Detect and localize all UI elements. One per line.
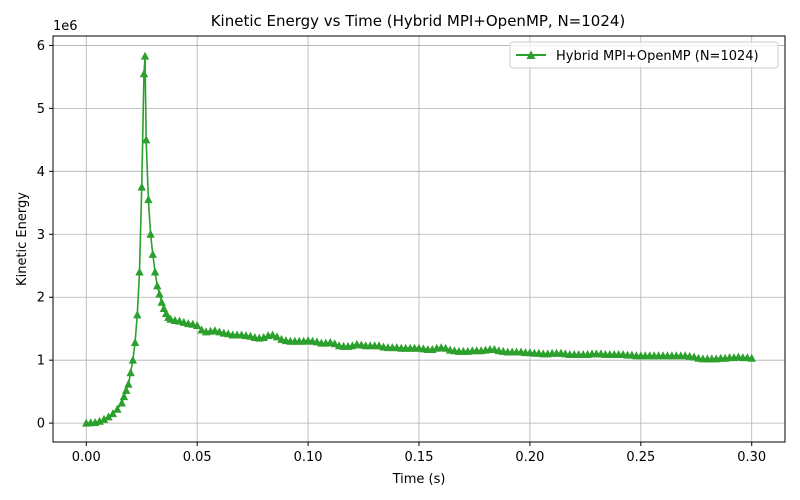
data-point-marker xyxy=(99,414,109,423)
x-tick-label: 0.30 xyxy=(737,450,766,465)
y-tick-label: 3 xyxy=(37,228,45,243)
y-tick-label: 1 xyxy=(37,354,45,369)
legend-box xyxy=(509,41,779,69)
y-tick-label: 4 xyxy=(37,165,45,180)
data-point-marker xyxy=(108,409,118,418)
x-tick-label: 0.00 xyxy=(72,450,101,465)
data-point-marker xyxy=(130,338,140,347)
data-point-marker xyxy=(137,182,146,191)
data-point-marker xyxy=(124,379,133,388)
chart-title: Kinetic Energy vs Time (Hybrid MPI+OpenM… xyxy=(211,12,626,30)
x-axis-label: Time (s) xyxy=(392,472,446,487)
data-point-marker xyxy=(146,229,155,238)
y-tick-label: 2 xyxy=(37,291,45,306)
data-point-marker xyxy=(128,355,138,364)
data-point-marker xyxy=(272,332,282,341)
data-point-marker xyxy=(150,267,160,276)
data-point-marker xyxy=(144,195,153,204)
y-scale-label: 1e6 xyxy=(53,19,78,34)
x-tick-label: 0.25 xyxy=(626,450,655,465)
data-point-marker xyxy=(141,135,151,144)
y-axis-label: Kinetic Energy xyxy=(15,192,30,286)
data-point-marker xyxy=(135,267,144,276)
legend-label: Hybrid MPI+OpenMP (N=1024) xyxy=(556,49,759,64)
data-point-marker xyxy=(133,310,142,319)
data-point-marker xyxy=(140,51,150,60)
x-tick-label: 0.20 xyxy=(515,450,544,465)
data-point-marker xyxy=(126,368,135,377)
y-axis: 0 1 2 3 4 5 6 xyxy=(37,39,53,432)
x-tick-label: 0.10 xyxy=(294,450,323,465)
y-tick-label: 5 xyxy=(37,102,45,117)
data-point-marker xyxy=(117,398,126,407)
data-point-marker xyxy=(119,392,129,401)
data-point-marker xyxy=(113,404,122,413)
legend: Hybrid MPI+OpenMP (N=1024) xyxy=(509,41,779,69)
data-point-marker xyxy=(192,321,202,330)
legend-marker-icon xyxy=(526,50,536,59)
data-point-marker xyxy=(122,385,131,394)
data-point-marker xyxy=(157,297,166,306)
data-point-marker xyxy=(747,353,756,362)
data-point-marker xyxy=(155,289,164,298)
data-point-marker xyxy=(148,249,158,258)
y-tick-label: 0 xyxy=(37,417,45,432)
y-tick-label: 6 xyxy=(37,39,45,54)
data-point-marker xyxy=(104,412,113,421)
data-point-marker xyxy=(139,69,149,78)
data-point-marker xyxy=(441,343,450,352)
data-point-marker xyxy=(197,325,206,334)
x-tick-label: 0.05 xyxy=(183,450,212,465)
series-group xyxy=(82,51,756,427)
data-point-marker xyxy=(330,339,339,348)
x-tick-label: 0.15 xyxy=(405,450,434,465)
x-axis: 0.00 0.05 0.10 0.15 0.20 0.25 0.30 xyxy=(72,442,766,465)
data-point-marker xyxy=(268,330,277,339)
data-point-marker xyxy=(153,281,162,290)
